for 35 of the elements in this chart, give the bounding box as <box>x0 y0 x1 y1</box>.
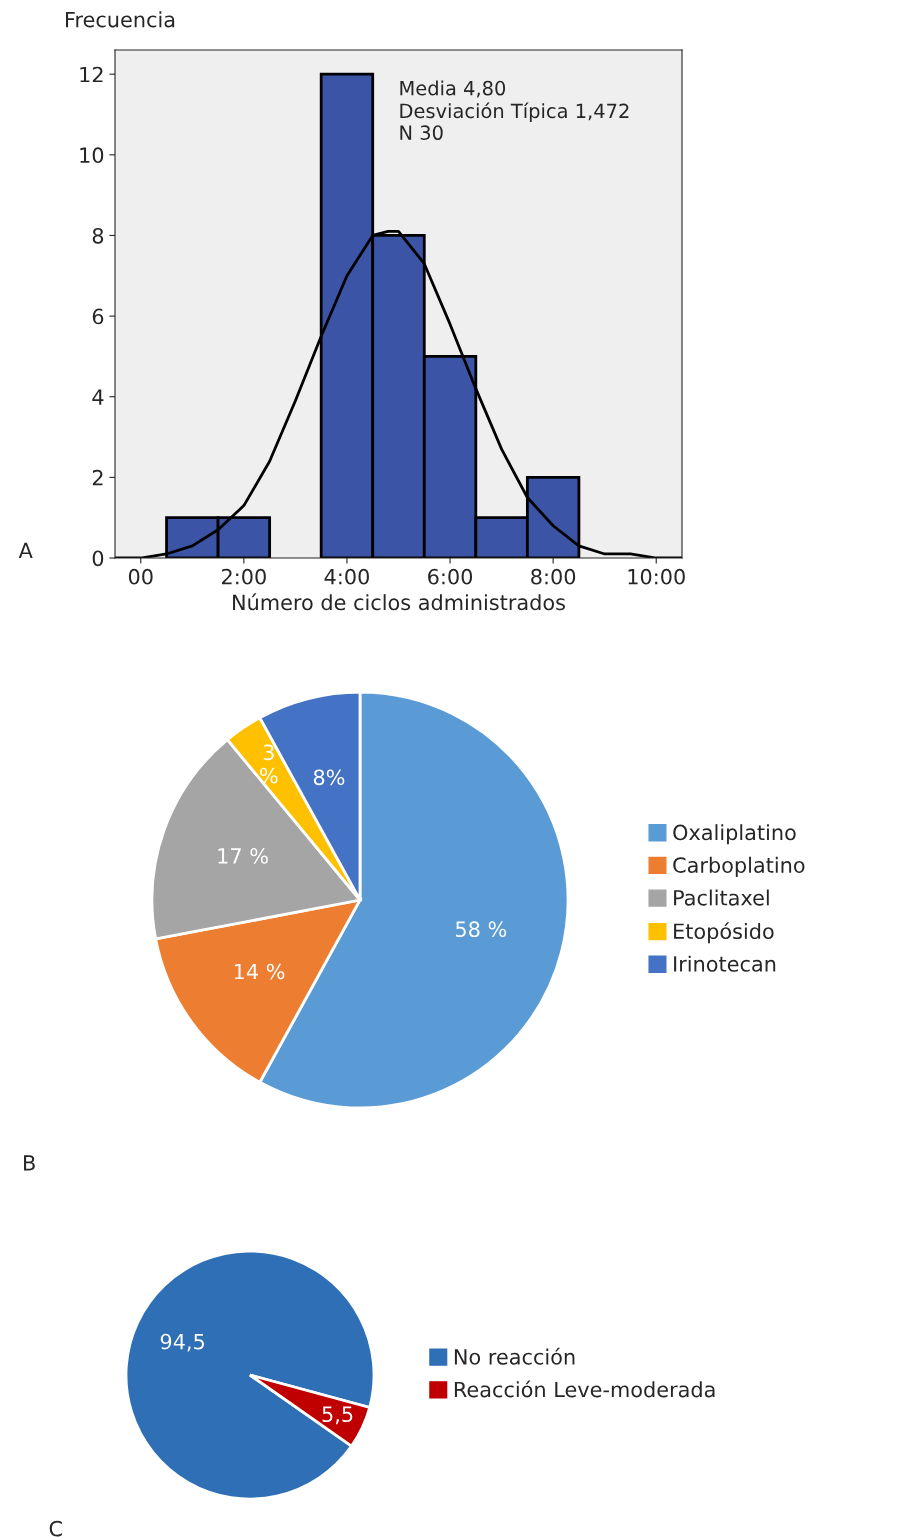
text: B <box>24 1155 35 1171</box>
y-tick-label: 8 <box>92 227 104 244</box>
legend-label: Carboplatino <box>673 856 805 877</box>
legend-label: No reacción <box>454 1347 575 1365</box>
text: C <box>49 1520 62 1537</box>
pie-slice <box>124 1249 376 1501</box>
y-axis-title: Frecuencia <box>66 11 175 28</box>
y-tick-label: 12 <box>80 66 103 83</box>
legend-label: Paclitaxel <box>674 889 769 906</box>
data-label: 5,5 <box>322 1406 353 1425</box>
legend-label: Etopósido <box>674 922 774 944</box>
annotation: Media 4,80 Desviación Típica 1,472 N 30 <box>400 80 629 141</box>
data-label: 14 % <box>234 963 285 980</box>
legend-label: Irinotecan <box>674 955 776 972</box>
x-tick-label: 4:00 <box>324 568 369 585</box>
text: A <box>18 542 33 558</box>
x-tick-label: 2:00 <box>222 568 266 585</box>
legend-label: Reacción Leve-moderada <box>454 1380 715 1398</box>
data-label: 8% <box>313 769 345 786</box>
x-tick-label: 8:00 <box>531 568 576 585</box>
y-tick-label: 6 <box>92 308 104 325</box>
data-label: 17 % <box>218 848 268 864</box>
x-tick-label: 00 <box>128 568 153 585</box>
data-label: 3 % <box>260 744 278 784</box>
y-tick-label: 0 <box>92 550 104 567</box>
x-axis-title: Número de ciclos administrados <box>233 593 565 611</box>
x-tick-label: 6:00 <box>428 568 473 585</box>
x-tick-label: 10:00 <box>628 568 685 585</box>
data-label: 58 % <box>456 921 507 938</box>
legend-label: Oxaliplatino <box>673 824 796 845</box>
data-label: 94,5 <box>160 1333 204 1352</box>
pie-slice <box>248 1373 372 1448</box>
y-tick-label: 10 <box>80 147 104 164</box>
y-tick-label: 2 <box>92 469 103 486</box>
y-tick-label: 4 <box>92 389 104 405</box>
